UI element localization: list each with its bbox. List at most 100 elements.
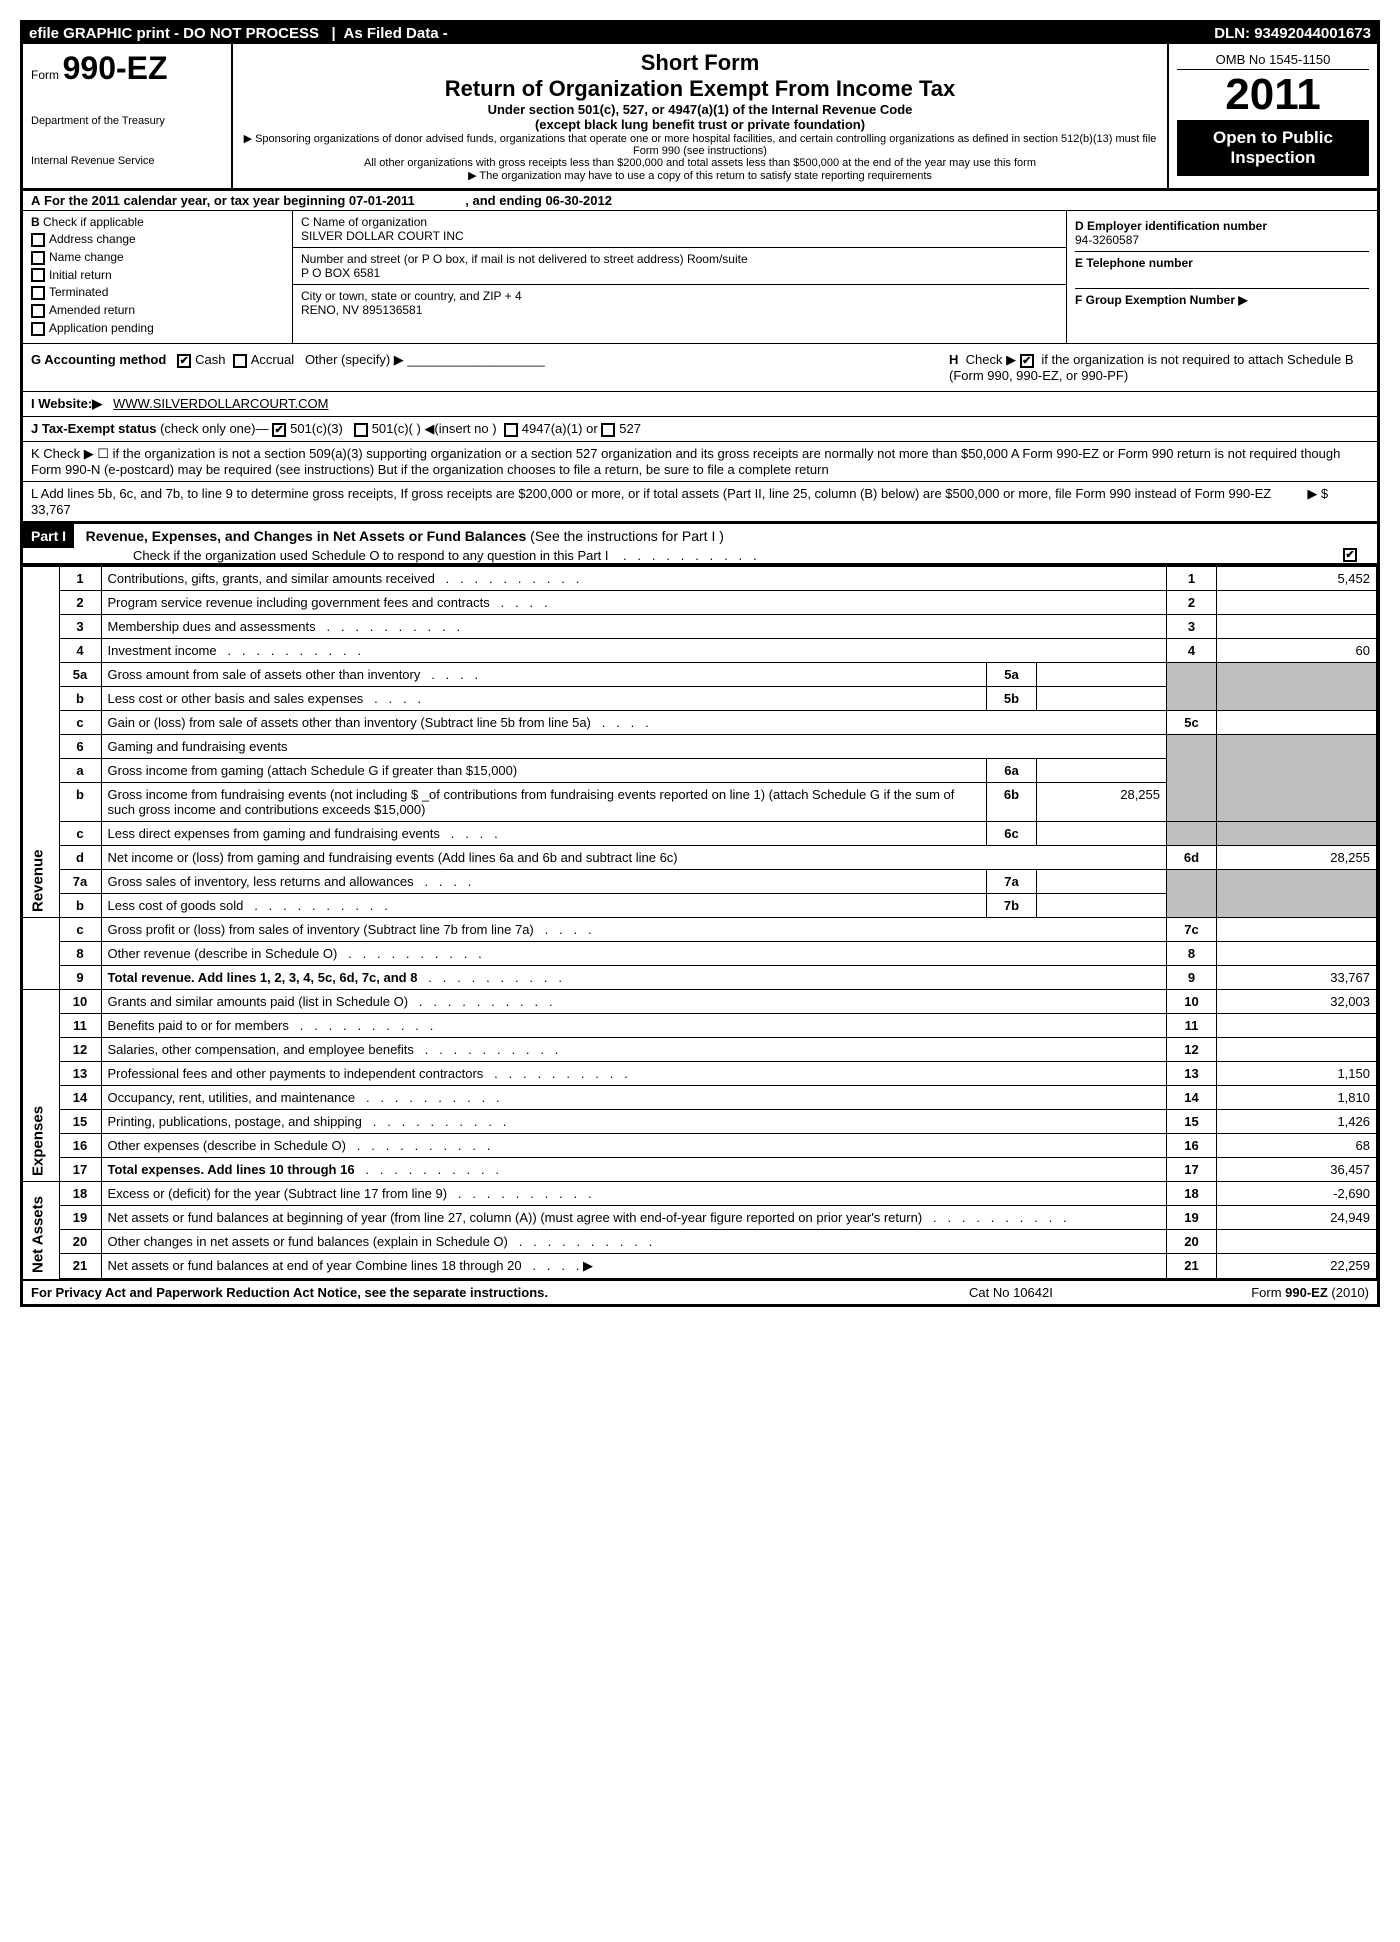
d-label: D Employer identification number [1075,219,1267,233]
netassets-label: Net Assets [23,1181,59,1278]
ln-7a: 7a [59,869,101,893]
c-13: 13 [1167,1061,1217,1085]
chk-initial[interactable] [31,268,45,282]
v-7c [1217,917,1377,941]
chk-527[interactable] [601,423,615,437]
chk-name[interactable] [31,251,45,265]
other-label: Other (specify) ▶ [305,352,404,367]
j-o2: 501(c)( ) ◀(insert no ) [372,421,497,436]
part1-sub: Check if the organization used Schedule … [133,548,609,563]
chk-pending[interactable] [31,322,45,336]
l-text: L Add lines 5b, 6c, and 7b, to line 9 to… [31,486,1271,501]
v-9: 33,767 [1217,965,1377,989]
d-9: Total revenue. Add lines 1, 2, 3, 4, 5c,… [108,970,418,985]
j-text: (check only one)— [160,421,268,436]
chk-scho[interactable]: ✔ [1343,548,1357,562]
v-2 [1217,590,1377,614]
a-end: , and ending 06-30-2012 [465,193,612,208]
footer: For Privacy Act and Paperwork Reduction … [23,1279,1377,1304]
ln-19: 19 [59,1205,101,1229]
d-10: Grants and similar amounts paid (list in… [108,994,409,1009]
chk-terminated[interactable] [31,286,45,300]
expenses-label: Expenses [23,989,59,1181]
ln-8: 8 [59,941,101,965]
d-14: Occupancy, rent, utilities, and maintena… [108,1090,356,1105]
short-form: Short Form [243,50,1157,76]
v-18: -2,690 [1217,1181,1377,1205]
v-10: 32,003 [1217,989,1377,1013]
chk-amended[interactable] [31,304,45,318]
e-label: E Telephone number [1075,256,1193,270]
v-20 [1217,1229,1377,1253]
c-12: 12 [1167,1037,1217,1061]
chk-address[interactable] [31,233,45,247]
mc-7b: 7b [987,893,1037,917]
c-val3: RENO, NV 895136581 [301,303,1058,317]
ln-9: 9 [59,965,101,989]
g-section: G Accounting method ✔Cash Accrual Other … [23,344,1377,392]
info-row: B Check if applicable Address change Nam… [23,211,1377,344]
d-3: Membership dues and assessments [108,619,316,634]
tax-year: 2011 [1177,70,1369,120]
chk-h[interactable]: ✔ [1020,354,1034,368]
c-6d: 6d [1167,845,1217,869]
chk-amended-label: Amended return [49,303,135,317]
box-b: B Check if applicable Address change Nam… [23,211,293,343]
d-12: Salaries, other compensation, and employ… [108,1042,414,1057]
dept2: Internal Revenue Service [31,155,223,167]
c-3: 3 [1167,614,1217,638]
ln-10: 10 [59,989,101,1013]
l-row: L Add lines 5b, 6c, and 7b, to line 9 to… [23,482,1377,524]
d-11: Benefits paid to or for members [108,1018,289,1033]
v-21: 22,259 [1217,1253,1377,1278]
c-10: 10 [1167,989,1217,1013]
ln-3: 3 [59,614,101,638]
d-val: 94-3260587 [1075,233,1139,247]
ln-14: 14 [59,1085,101,1109]
f-label: F Group Exemption Number ▶ [1075,293,1248,307]
chk-501c[interactable] [354,423,368,437]
c-17: 17 [1167,1157,1217,1181]
chk-initial-label: Initial return [49,268,112,282]
v-17: 36,457 [1217,1157,1377,1181]
d-4: Investment income [108,643,217,658]
c-20: 20 [1167,1229,1217,1253]
mv-7b [1037,893,1167,917]
d-8: Other revenue (describe in Schedule O) [108,946,338,961]
top-bar: efile GRAPHIC print - DO NOT PROCESS | A… [23,23,1377,44]
d-17: Total expenses. Add lines 10 through 16 [108,1162,355,1177]
ln-6: 6 [59,734,101,758]
box-c: C Name of organization SILVER DOLLAR COU… [293,211,1067,343]
v-14: 1,810 [1217,1085,1377,1109]
j-row: J Tax-Exempt status (check only one)— ✔5… [23,417,1377,442]
chk-accrual[interactable] [233,354,247,368]
ln-5a: 5a [59,662,101,686]
i-label: I Website:▶ [31,396,102,411]
d-16: Other expenses (describe in Schedule O) [108,1138,346,1153]
ln-5b: b [59,686,101,710]
d-6c: Less direct expenses from gaming and fun… [108,826,440,841]
c-label2: Number and street (or P O box, if mail i… [301,252,1058,266]
chk-501c3[interactable]: ✔ [272,423,286,437]
ln-20: 20 [59,1229,101,1253]
c-19: 19 [1167,1205,1217,1229]
chk-address-label: Address change [49,232,136,246]
ln-6a: a [59,758,101,782]
sub2: (except black lung benefit trust or priv… [243,117,1157,132]
i-row: I Website:▶ WWW.SILVERDOLLARCOURT.COM [23,392,1377,417]
c-val1: SILVER DOLLAR COURT INC [301,229,1058,243]
mc-7a: 7a [987,869,1037,893]
open1: Open to Public [1181,128,1365,148]
dept1: Department of the Treasury [31,115,223,127]
c-1: 1 [1167,566,1217,590]
c-8: 8 [1167,941,1217,965]
omb: OMB No 1545-1150 [1177,50,1369,70]
chk-4947[interactable] [504,423,518,437]
v-5c [1217,710,1377,734]
ln-6b: b [59,782,101,821]
sub4: All other organizations with gross recei… [243,157,1157,169]
v-12 [1217,1037,1377,1061]
sub1: Under section 501(c), 527, or 4947(a)(1)… [243,102,1157,117]
chk-cash[interactable]: ✔ [177,354,191,368]
v-13: 1,150 [1217,1061,1377,1085]
